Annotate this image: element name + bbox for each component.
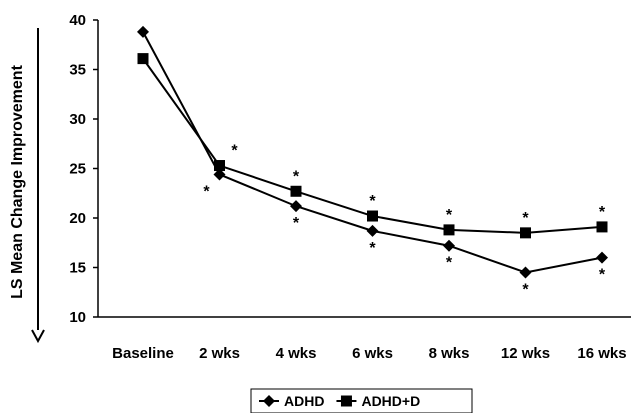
y-tick-label: 25	[69, 161, 86, 178]
legend-box	[250, 388, 473, 413]
significance-star: *	[446, 207, 453, 224]
x-tick-label: 8 wks	[429, 345, 470, 362]
significance-star: *	[293, 168, 300, 185]
significance-star: *	[369, 240, 376, 257]
significance-star: *	[203, 183, 210, 200]
x-tick-label: 16 wks	[577, 345, 626, 362]
significance-star: *	[293, 215, 300, 232]
x-ticks: Baseline 2 wks 4 wks 6 wks 8 wks 12 wks 16 wks	[112, 345, 626, 362]
x-tick-label: 4 wks	[276, 345, 317, 362]
significance-star: *	[599, 267, 606, 284]
legend-marker-diamond	[263, 395, 275, 407]
y-axis-arrow-head	[31, 329, 45, 344]
series-adhd-d	[137, 53, 608, 239]
axes	[97, 20, 631, 318]
significance-star: *	[369, 193, 376, 210]
y-tick-label: 10	[69, 309, 86, 326]
data-point-square	[443, 224, 455, 236]
x-tick-label: Baseline	[112, 345, 174, 362]
data-point-square	[367, 210, 378, 222]
y-ticks: 10 15 20 25 30 35 40	[69, 12, 98, 326]
significance-star: *	[522, 210, 529, 227]
data-point-diamond	[290, 200, 302, 213]
y-tick-label: 30	[69, 111, 86, 128]
x-tick-label: 2 wks	[199, 345, 240, 362]
legend-item-adhd: ADHD	[259, 393, 324, 409]
data-point-diamond	[366, 224, 379, 237]
data-point-diamond	[519, 266, 532, 279]
y-axis-title: LS Mean Change Improvement	[9, 64, 26, 298]
y-tick-label: 40	[69, 12, 86, 29]
data-point-diamond	[596, 251, 608, 264]
data-point-square	[214, 160, 225, 172]
data-point-diamond	[137, 25, 149, 38]
data-point-square	[596, 221, 608, 233]
y-tick-label: 20	[69, 210, 86, 227]
y-tick-label: 35	[69, 62, 86, 79]
data-point-square	[290, 185, 302, 197]
significance-star: *	[231, 143, 238, 160]
significance-star: *	[446, 255, 453, 272]
data-point-diamond	[443, 239, 455, 252]
x-tick-label: 12 wks	[501, 345, 550, 362]
y-axis-title-group: LS Mean Change Improvement	[9, 28, 45, 344]
legend-label: ADHD+D	[361, 393, 420, 409]
legend-item-adhd-d: ADHD+D	[336, 393, 420, 409]
x-tick-label: 6 wks	[352, 345, 393, 362]
significance-star: *	[599, 204, 606, 221]
data-point-square	[137, 53, 149, 65]
significance-markers: * * * * * * * * * * * *	[203, 143, 606, 299]
legend: ADHD ADHD+D	[250, 388, 473, 413]
data-point-square	[520, 227, 531, 239]
legend-marker-square	[340, 395, 352, 407]
series-adhd	[137, 25, 608, 279]
y-tick-label: 15	[69, 260, 86, 277]
legend-label: ADHD	[284, 393, 324, 409]
significance-star: *	[522, 281, 529, 298]
data-point-diamond	[213, 168, 226, 181]
series-layer	[137, 25, 608, 279]
